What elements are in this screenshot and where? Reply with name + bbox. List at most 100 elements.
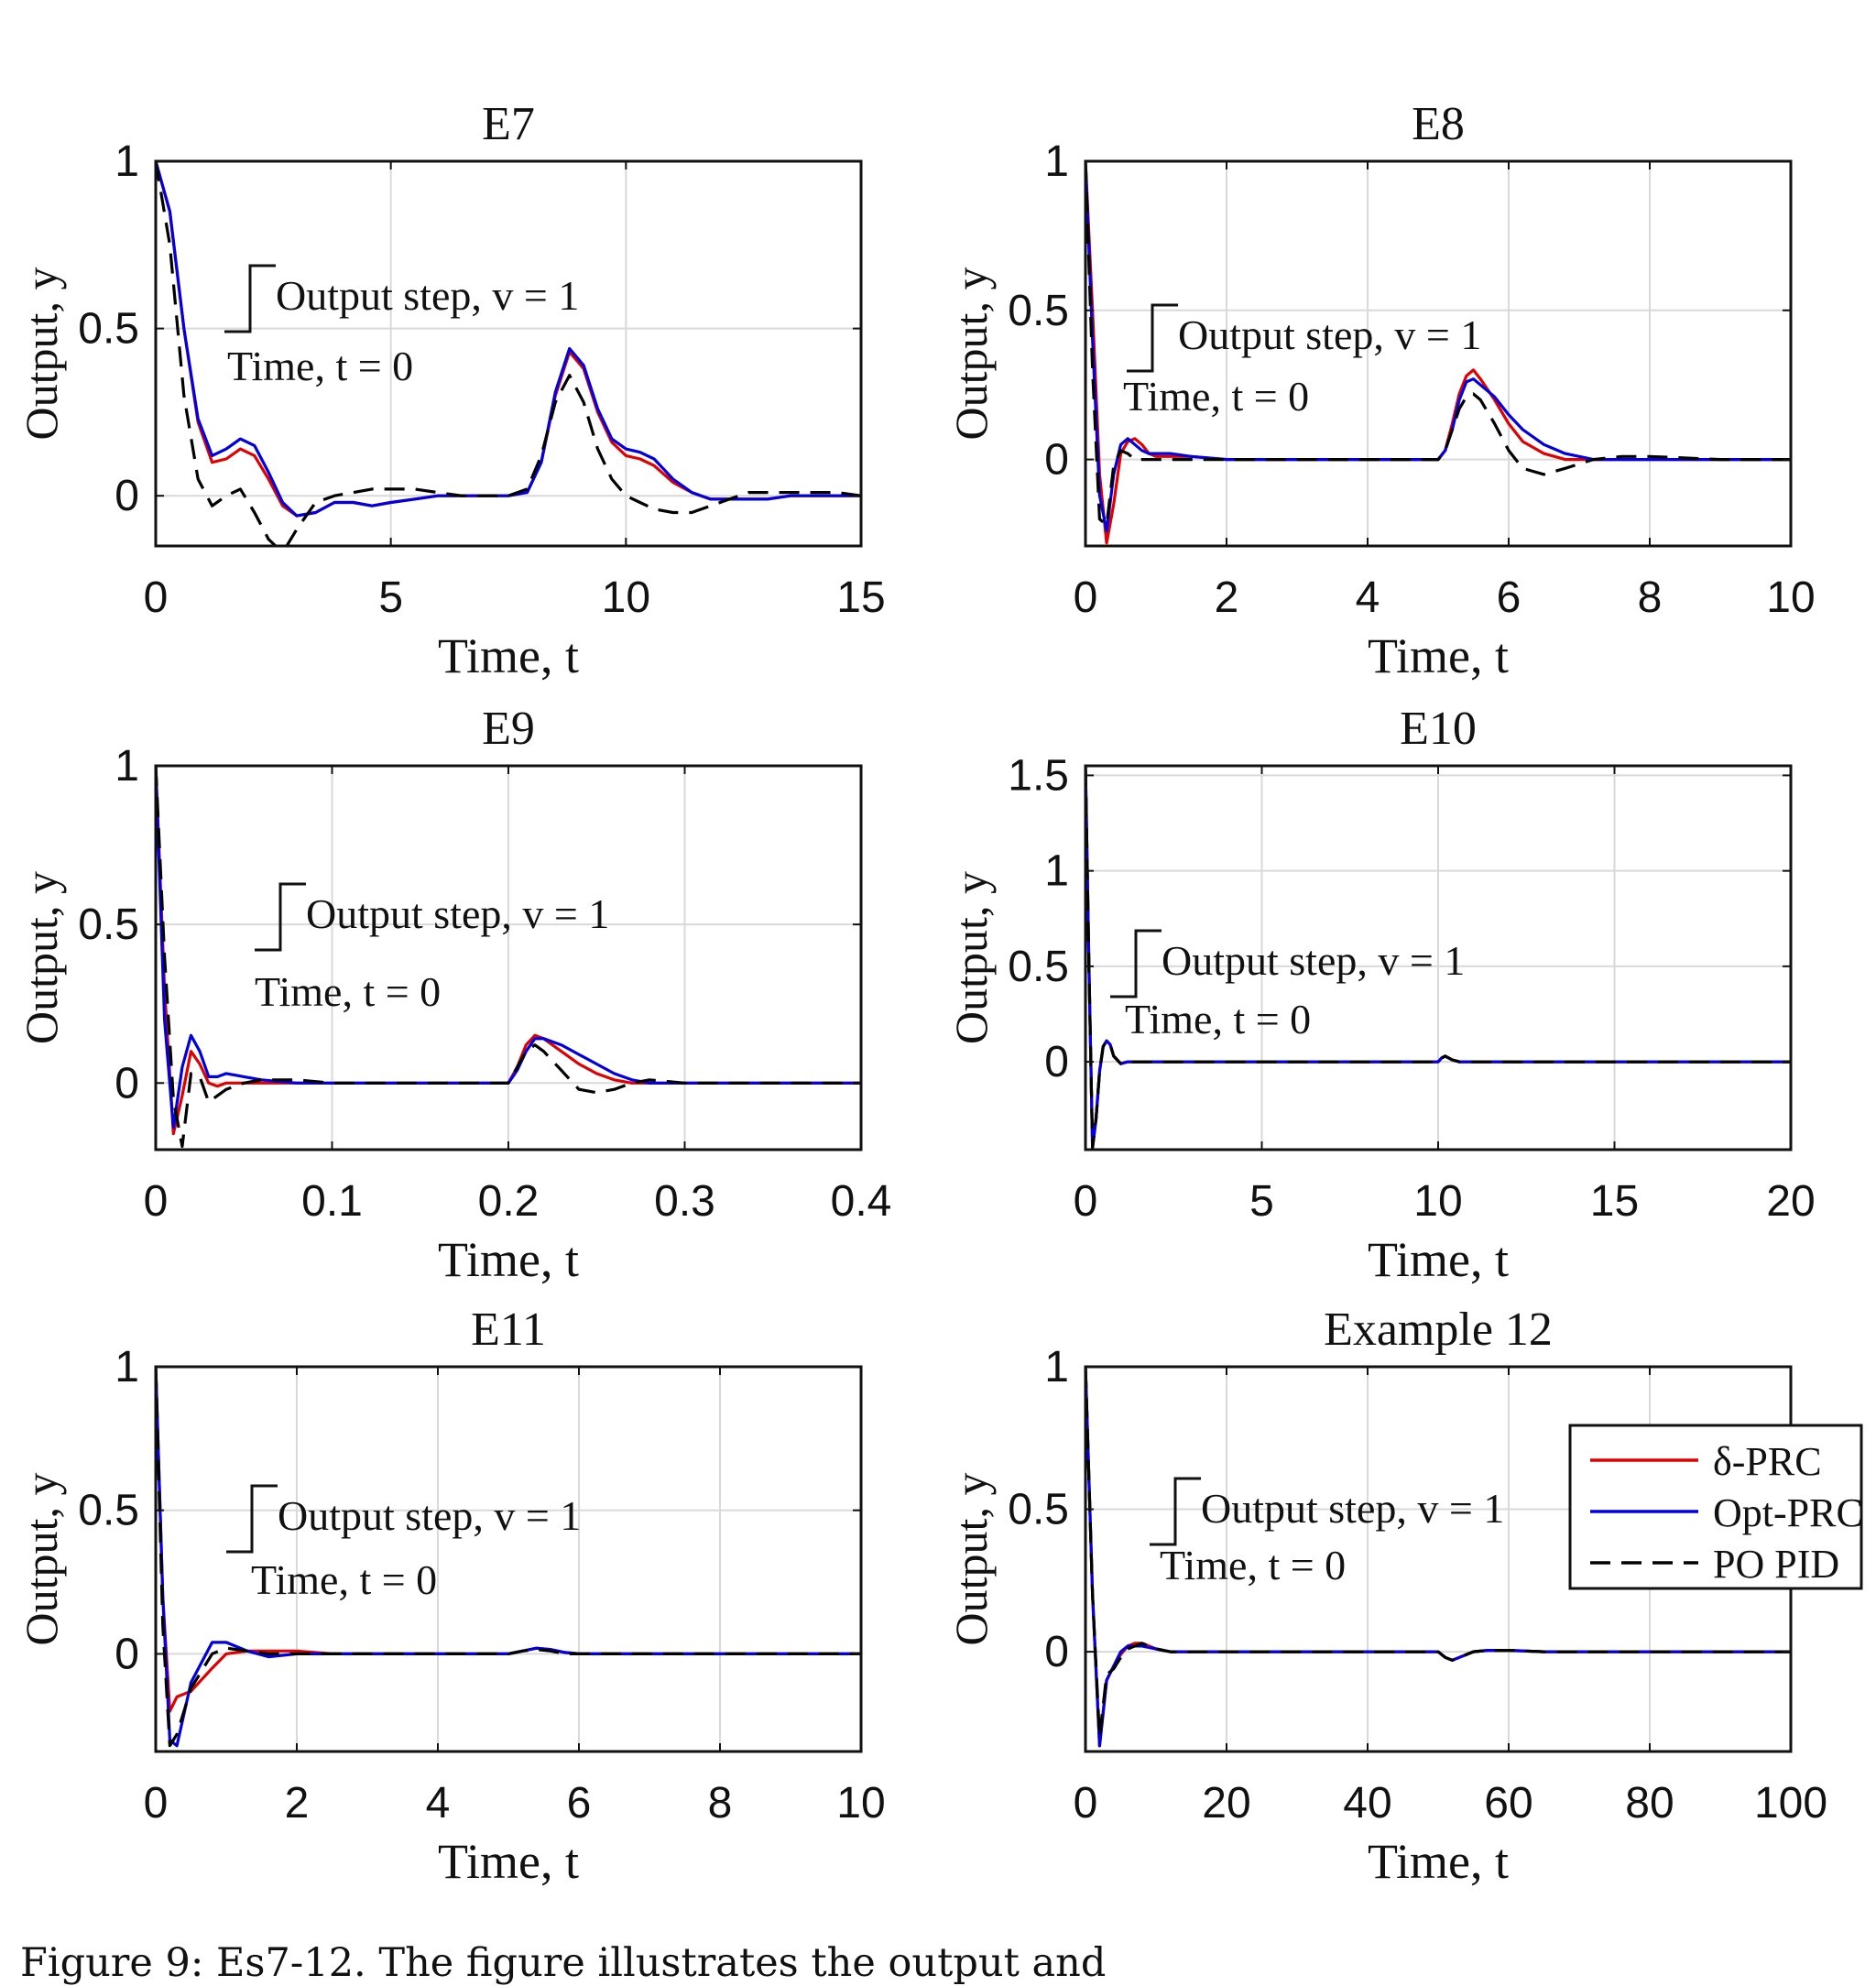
series-group xyxy=(1085,1367,1791,1748)
chart-panel-2: 0 2 4 6 8 10 0 0.5 1 E8 Time, t Output, y Output ste… xyxy=(945,98,1816,683)
series-line-popid xyxy=(1085,161,1791,527)
x-tick-label: 20 xyxy=(1766,1177,1815,1226)
y-tick-label: 0 xyxy=(1044,436,1069,485)
x-axis-label: Time, t xyxy=(1368,1834,1509,1889)
x-tick-label: 0 xyxy=(1074,573,1098,622)
x-axis-label: Time, t xyxy=(438,1834,579,1889)
step-icon xyxy=(1127,303,1178,373)
figure-caption: Figure 9: Es7-12. The figure illustrates… xyxy=(20,1940,1107,1986)
y-tick-label: 1 xyxy=(1044,847,1069,896)
x-axis-label: Time, t xyxy=(438,628,579,683)
y-tick-label: 0 xyxy=(115,1630,139,1678)
series-group xyxy=(1085,766,1791,1150)
x-tick-label: 0.1 xyxy=(301,1177,363,1226)
series-line-popid xyxy=(1085,766,1791,1150)
series-line-prc xyxy=(156,1367,861,1713)
x-tick-label: 4 xyxy=(426,1779,451,1828)
y-axis-label: Output, y xyxy=(945,871,997,1044)
plot-frame xyxy=(154,159,863,548)
time-annotation-label: Time, t = 0 xyxy=(255,968,441,1015)
x-tick-label: 10 xyxy=(602,573,650,622)
series-line-prc xyxy=(156,161,861,518)
x-axis-label: Time, t xyxy=(1368,628,1509,683)
x-tick-label: 40 xyxy=(1343,1779,1391,1828)
x-tick-label: 0 xyxy=(1074,1779,1098,1828)
series-line-popid xyxy=(1085,1367,1791,1740)
chart-title: E11 xyxy=(471,1304,546,1356)
x-tick-label: 10 xyxy=(1766,573,1815,622)
x-tick-label: 15 xyxy=(836,573,885,622)
step-annotation-label: Output step, v = 1 xyxy=(278,1492,581,1539)
x-tick-label: 60 xyxy=(1484,1779,1532,1828)
x-axis-label: Time, t xyxy=(438,1232,579,1287)
legend-box xyxy=(1568,1424,1863,1590)
chart-panel-6: 0 20 40 60 80 100 0 0.5 1 Example 12 Time, t Output… xyxy=(945,1304,1827,1889)
time-annotation-label: Time, t = 0 xyxy=(227,343,413,389)
y-tick-label: 1.5 xyxy=(1008,751,1069,800)
x-tick-label: 100 xyxy=(1754,1779,1827,1828)
x-tick-label: 80 xyxy=(1625,1779,1674,1828)
x-tick-label: 6 xyxy=(567,1779,592,1828)
x-tick-label: 20 xyxy=(1202,1779,1250,1828)
x-tick-label: 0.4 xyxy=(831,1177,892,1226)
legend-label: PO PID xyxy=(1713,1542,1839,1587)
series-group xyxy=(1085,161,1791,545)
x-tick-label: 4 xyxy=(1356,573,1380,622)
series-line-popid xyxy=(156,1367,861,1748)
step-icon xyxy=(255,882,306,952)
step-icon xyxy=(1150,1477,1201,1546)
series-line-popid xyxy=(156,766,861,1149)
y-axis-label: Output, y xyxy=(16,1473,67,1646)
x-tick-label: 0 xyxy=(144,1177,169,1226)
chart-title: E7 xyxy=(482,98,535,150)
x-tick-label: 2 xyxy=(1215,573,1239,622)
y-tick-label: 0 xyxy=(1044,1038,1069,1086)
y-tick-label: 1 xyxy=(115,1343,139,1391)
y-tick-label: 0.5 xyxy=(78,1487,139,1535)
y-tick-label: 0.5 xyxy=(1008,1486,1069,1534)
y-tick-label: 0 xyxy=(115,1059,139,1108)
x-tick-label: 8 xyxy=(708,1779,733,1828)
plot-frame xyxy=(154,1365,863,1753)
y-tick-label: 1 xyxy=(1044,1343,1069,1391)
series-group xyxy=(156,766,861,1149)
step-icon xyxy=(1110,929,1162,998)
chart-title: Example 12 xyxy=(1324,1304,1553,1356)
y-tick-label: 0.5 xyxy=(1008,287,1069,335)
chart-title: E10 xyxy=(1400,703,1477,755)
series-group xyxy=(156,161,861,546)
x-tick-label: 0 xyxy=(1074,1177,1098,1226)
time-annotation-label: Time, t = 0 xyxy=(1160,1542,1346,1588)
x-tick-label: 10 xyxy=(836,1779,885,1828)
grid-lines xyxy=(156,766,861,1150)
x-tick-label: 2 xyxy=(285,1779,310,1828)
legend-label: δ-PRC xyxy=(1713,1439,1822,1484)
y-tick-label: 0.5 xyxy=(1008,943,1069,991)
time-annotation-label: Time, t = 0 xyxy=(251,1556,437,1603)
y-tick-label: 0.5 xyxy=(78,305,139,354)
y-tick-label: 0 xyxy=(115,472,139,520)
series-line-optprc xyxy=(156,161,861,518)
y-tick-label: 0.5 xyxy=(78,900,139,949)
chart-title: E9 xyxy=(482,703,535,755)
legend-label: Opt-PRC xyxy=(1713,1490,1863,1535)
step-icon xyxy=(224,264,276,333)
time-annotation-label: Time, t = 0 xyxy=(1123,373,1309,420)
time-annotation-label: Time, t = 0 xyxy=(1125,996,1311,1042)
chart-panel-1: 0 5 10 15 0 0.5 1 E7 Time, t Output, y Output step… xyxy=(16,98,886,683)
x-tick-label: 15 xyxy=(1590,1177,1639,1226)
x-tick-label: 0.2 xyxy=(478,1177,540,1226)
chart-panel-5: 0 2 4 6 8 10 0 0.5 1 E11 Time, t Output, y Output st… xyxy=(16,1304,886,1889)
y-axis-label: Output, y xyxy=(16,871,67,1044)
step-icon xyxy=(226,1484,278,1554)
x-tick-label: 6 xyxy=(1497,573,1522,622)
chart-panel-3: 0 0.1 0.2 0.3 0.4 0 0.5 1 E9 Time, t Output, y Outp… xyxy=(16,703,891,1287)
x-tick-label: 5 xyxy=(378,573,403,622)
y-tick-label: 1 xyxy=(115,137,139,186)
x-axis-label: Time, t xyxy=(1368,1232,1509,1287)
x-tick-label: 0 xyxy=(144,573,169,622)
y-axis-label: Output, y xyxy=(945,267,997,441)
y-axis-label: Output, y xyxy=(945,1473,997,1646)
y-axis-label: Output, y xyxy=(16,267,67,441)
